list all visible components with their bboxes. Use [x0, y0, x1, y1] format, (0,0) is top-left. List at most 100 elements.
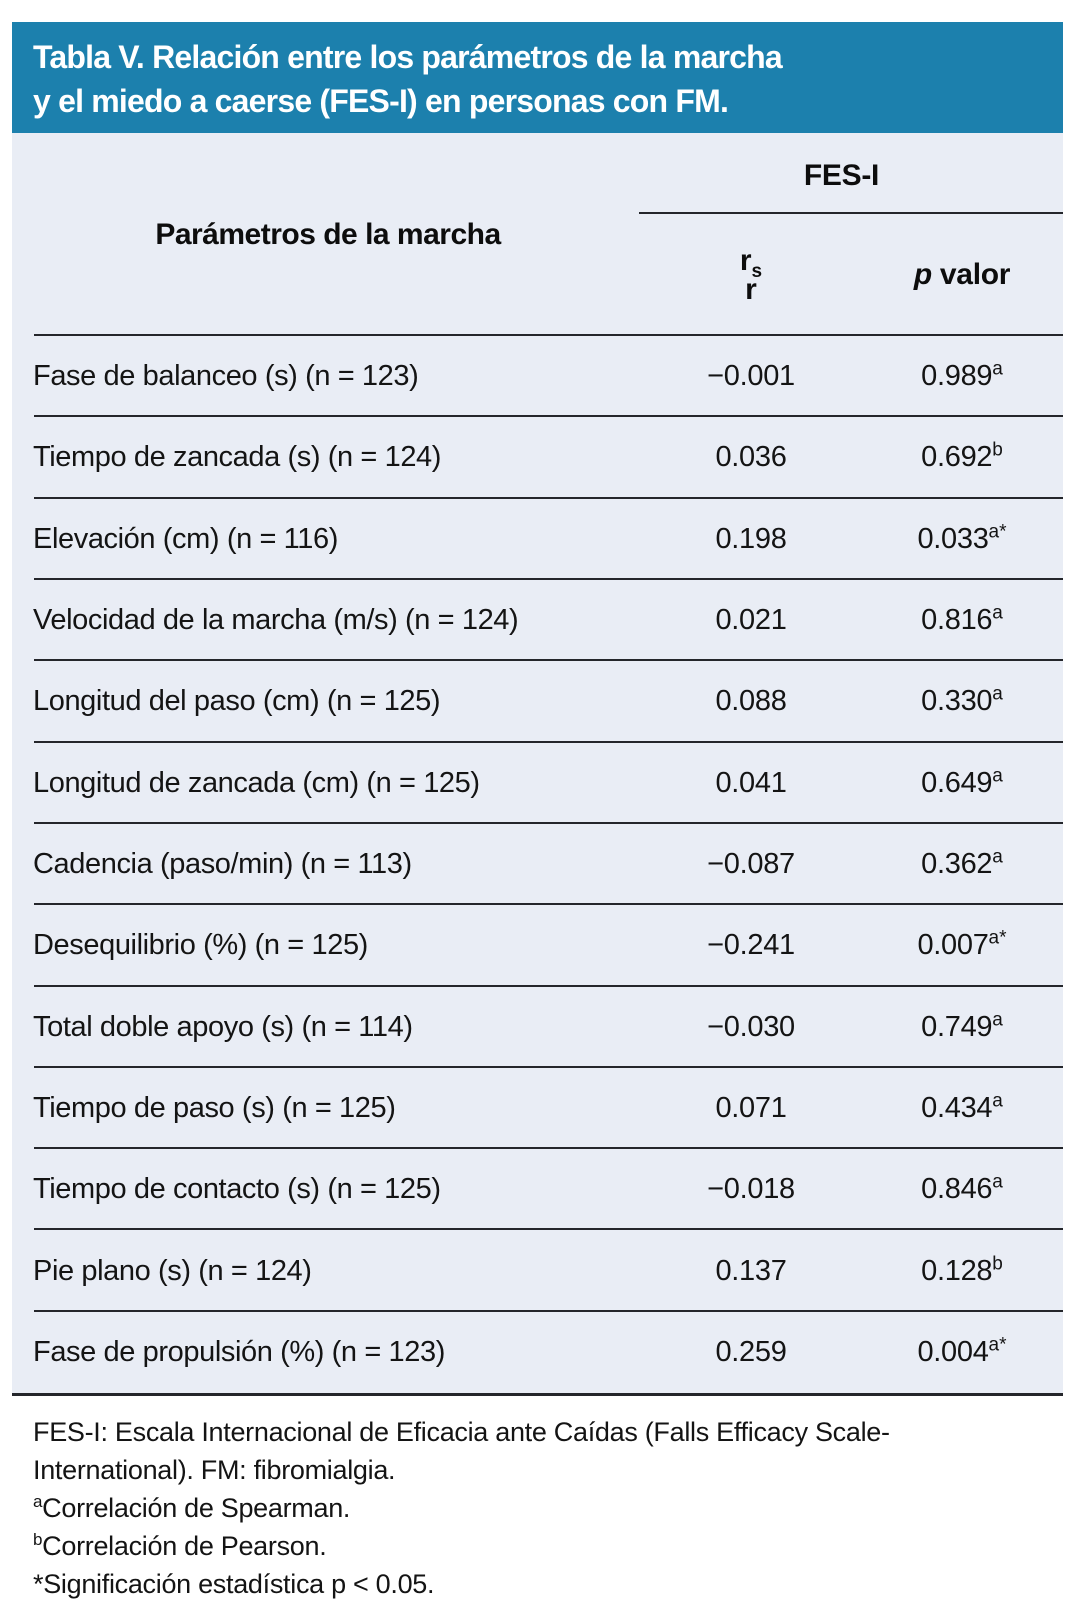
- p-value: 0.434: [921, 1091, 993, 1124]
- valor-label: valor: [931, 258, 1011, 291]
- param-cell: Tiempo de zancada (s) (n = 124): [33, 441, 442, 474]
- footnote-line: aCorrelación de Spearman.: [33, 1492, 351, 1523]
- p-value: 0.692: [921, 441, 993, 474]
- table-body: Fase de balanceo (s) (n = 123) −0.001 0.98…: [12, 333, 1063, 1396]
- p-value: 0.649: [921, 766, 993, 799]
- r-value-cell: −0.087: [707, 848, 795, 881]
- p-superscript: a: [992, 1090, 1003, 1112]
- p-superscript: a*: [988, 521, 1007, 543]
- p-value-cell: 0.434a: [847, 1090, 1063, 1125]
- r-value-cell: 0.198: [715, 522, 787, 555]
- p-value: 0.004: [917, 1335, 989, 1368]
- param-cell: Velocidad de la marcha (m/s) (n = 124): [33, 604, 519, 637]
- param-cell: Fase de balanceo (s) (n = 123): [33, 360, 419, 393]
- table-title-line2: y el miedo a caerse (FES-I) en personas …: [33, 83, 729, 119]
- p-superscript: b: [992, 439, 1003, 461]
- p-value-cell: 0.033a*: [847, 521, 1063, 556]
- table-row: Elevación (cm) (n = 116) 0.198 0.033a*: [12, 496, 1063, 580]
- p-value-cell: 0.846a: [847, 1173, 1063, 1206]
- table-row: Longitud de zancada (cm) (n = 125) 0.041 0…: [12, 740, 1063, 824]
- p-value-cell: 0.004a*: [847, 1334, 1063, 1369]
- table-row: Tiempo de contacto (s) (n = 125) −0.018 0.…: [12, 1147, 1063, 1230]
- p-value-cell: 0.749a: [847, 1009, 1063, 1044]
- r-value-cell: 0.071: [715, 1091, 787, 1124]
- param-cell: Cadencia (paso/min) (n = 113): [33, 848, 412, 881]
- table-row: Longitud del paso (cm) (n = 125) 0.088 0.3…: [12, 659, 1063, 742]
- param-cell: Fase de propulsión (%) (n = 123): [33, 1335, 445, 1368]
- sub-header-row: rs r p valor: [620, 214, 1063, 336]
- p-superscript: a: [992, 1009, 1003, 1030]
- r-value-cell: −0.030: [707, 1010, 795, 1043]
- table-title-bar: Tabla V. Relación entre los parámetros d…: [12, 22, 1063, 133]
- footnote-line: bCorrelación de Pearson.: [33, 1530, 327, 1561]
- param-cell: Elevación (cm) (n = 116): [33, 522, 338, 555]
- p-value-cell: 0.007a*: [847, 929, 1063, 962]
- p-value-cell: 0.330a: [847, 685, 1063, 718]
- footnote-line: FES-I: Escala Internacional de Eficacia …: [33, 1417, 890, 1485]
- p-superscript: a: [992, 846, 1003, 868]
- p-value: 0.033: [917, 522, 989, 555]
- col-header-parameters: Parámetros de la marcha: [155, 217, 501, 251]
- param-cell: Tiempo de contacto (s) (n = 125): [33, 1173, 441, 1206]
- p-value: 0.007: [917, 929, 989, 962]
- group-underline: [639, 212, 1063, 214]
- p-superscript: a: [992, 683, 1003, 705]
- table-row: Fase de propulsión (%) (n = 123) 0.259 0.0…: [12, 1309, 1063, 1393]
- table-row: Desequilibrio (%) (n = 125) −0.241 0.007a*: [12, 903, 1063, 986]
- footnote-superscript: b: [33, 1530, 43, 1549]
- table-row: Cadencia (paso/min) (n = 113) −0.087 0.362…: [12, 821, 1063, 905]
- table-row: Tiempo de paso (s) (n = 125) 0.071 0.434a: [12, 1065, 1063, 1149]
- footnote-line: *Significación estadística p < 0.05.: [33, 1569, 435, 1599]
- p-superscript: a*: [988, 1334, 1007, 1356]
- p-superscript: a: [992, 1171, 1003, 1193]
- param-cell: Desequilibrio (%) (n = 125): [33, 929, 368, 962]
- r-line: r: [745, 273, 757, 306]
- r-value-cell: 0.036: [715, 441, 787, 474]
- param-cell: Pie plano (s) (n = 124): [33, 1254, 312, 1287]
- r-value-cell: −0.018: [707, 1173, 795, 1206]
- col-group-header-fesi: FES-I: [803, 159, 880, 192]
- p-value-cell: 0.989a: [847, 360, 1063, 393]
- p-value-cell: 0.649a: [847, 765, 1063, 800]
- p-value: 0.989: [921, 360, 993, 393]
- col-header-p-valor: p valor: [847, 258, 1063, 292]
- table-row: Total doble apoyo (s) (n = 114) −0.030 0.7…: [12, 984, 1063, 1068]
- param-cell: Longitud del paso (cm) (n = 125): [33, 685, 441, 718]
- table: Parámetros de la marcha FES-I rs r p val…: [12, 133, 1063, 1396]
- table-row: Tiempo de zancada (s) (n = 124) 0.036 0.69…: [12, 415, 1063, 498]
- r-value-cell: 0.041: [715, 766, 787, 799]
- r-value-cell: 0.259: [715, 1335, 787, 1368]
- r-value-cell: −0.241: [707, 929, 795, 962]
- table-figure: Tabla V. Relación entre los parámetros d…: [12, 22, 1063, 1603]
- table-header: Parámetros de la marcha FES-I rs r p val…: [12, 133, 1063, 336]
- r-value-cell: 0.088: [715, 685, 787, 718]
- p-value: 0.846: [921, 1173, 993, 1206]
- r-value-cell: 0.021: [715, 604, 787, 637]
- p-value: 0.128: [921, 1254, 993, 1287]
- p-value-cell: 0.692b: [847, 441, 1063, 474]
- table-row: Velocidad de la marcha (m/s) (n = 124) 0.…: [12, 577, 1063, 661]
- p-superscript: a: [992, 602, 1003, 624]
- param-cell: Total doble apoyo (s) (n = 114): [33, 1010, 413, 1043]
- table-row: Pie plano (s) (n = 124) 0.137 0.128b: [12, 1228, 1063, 1311]
- p-italic: p: [913, 258, 932, 291]
- col-header-rs-r: rs r: [620, 244, 847, 306]
- footnotes: FES-I: Escala Internacional de Eficacia …: [33, 1413, 915, 1603]
- r-value-cell: −0.001: [707, 360, 795, 393]
- param-cell: Tiempo de paso (s) (n = 125): [33, 1091, 396, 1124]
- r-value-cell: 0.137: [715, 1254, 787, 1287]
- p-value: 0.362: [921, 848, 993, 881]
- p-superscript: a: [992, 358, 1003, 380]
- param-cell: Longitud de zancada (cm) (n = 125): [33, 766, 480, 799]
- p-superscript: b: [992, 1252, 1003, 1274]
- p-value-cell: 0.362a: [847, 846, 1063, 881]
- p-superscript: a*: [988, 927, 1007, 949]
- rs-line: rs: [739, 244, 763, 282]
- p-value-cell: 0.816a: [847, 602, 1063, 637]
- table-title-line1: Tabla V. Relación entre los parámetros d…: [33, 39, 783, 75]
- table-row: Fase de balanceo (s) (n = 123) −0.001 0.98…: [12, 333, 1063, 417]
- p-value: 0.749: [921, 1010, 993, 1043]
- p-superscript: a: [992, 765, 1003, 787]
- footnote-superscript: a: [33, 1492, 43, 1511]
- p-value: 0.816: [921, 604, 993, 637]
